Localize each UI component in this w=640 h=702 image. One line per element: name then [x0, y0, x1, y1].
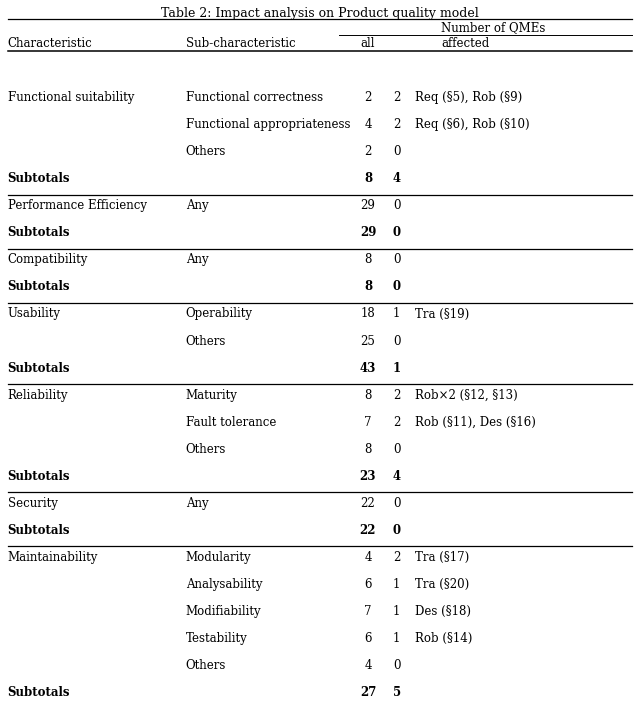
- Text: 2: 2: [393, 91, 401, 105]
- Text: 6: 6: [364, 632, 372, 645]
- Text: Number of QMEs: Number of QMEs: [440, 21, 545, 34]
- Text: Characteristic: Characteristic: [8, 37, 92, 50]
- Text: Subtotals: Subtotals: [8, 226, 70, 239]
- Text: 8: 8: [364, 253, 372, 267]
- Text: Others: Others: [186, 658, 226, 672]
- Text: 4: 4: [364, 118, 372, 131]
- Text: Subtotals: Subtotals: [8, 524, 70, 537]
- Text: 6: 6: [364, 578, 372, 591]
- Text: Testability: Testability: [186, 632, 247, 645]
- Text: 0: 0: [393, 496, 401, 510]
- Text: Any: Any: [186, 496, 208, 510]
- Text: Subtotals: Subtotals: [8, 686, 70, 699]
- Text: 0: 0: [393, 658, 401, 672]
- Text: 0: 0: [393, 524, 401, 537]
- Text: Tra (§17): Tra (§17): [415, 550, 469, 564]
- Text: Subtotals: Subtotals: [8, 362, 70, 375]
- Text: Functional suitability: Functional suitability: [8, 91, 134, 105]
- Text: Others: Others: [186, 442, 226, 456]
- Text: Req (§5), Rob (§9): Req (§5), Rob (§9): [415, 91, 522, 105]
- Text: Modifiability: Modifiability: [186, 604, 261, 618]
- Text: 1: 1: [393, 307, 401, 321]
- Text: Tra (§19): Tra (§19): [415, 307, 469, 321]
- Text: 2: 2: [364, 145, 372, 159]
- Text: Functional appropriateness: Functional appropriateness: [186, 118, 350, 131]
- Text: 18: 18: [360, 307, 376, 321]
- Text: Rob (§11), Des (§16): Rob (§11), Des (§16): [415, 416, 536, 429]
- Text: 23: 23: [360, 470, 376, 483]
- Text: Subtotals: Subtotals: [8, 280, 70, 293]
- Text: affected: affected: [442, 37, 490, 50]
- Text: Operability: Operability: [186, 307, 253, 321]
- Text: Subtotals: Subtotals: [8, 470, 70, 483]
- Text: 1: 1: [393, 632, 401, 645]
- Text: 0: 0: [393, 334, 401, 347]
- Text: 1: 1: [393, 362, 401, 375]
- Text: 0: 0: [393, 226, 401, 239]
- Text: 0: 0: [393, 145, 401, 159]
- Text: Maturity: Maturity: [186, 388, 237, 402]
- Text: 8: 8: [364, 388, 372, 402]
- Text: 5: 5: [393, 686, 401, 699]
- Text: 0: 0: [393, 442, 401, 456]
- Text: Usability: Usability: [8, 307, 61, 321]
- Text: Sub-characteristic: Sub-characteristic: [186, 37, 295, 50]
- Text: 2: 2: [393, 388, 401, 402]
- Text: Others: Others: [186, 334, 226, 347]
- Text: 7: 7: [364, 416, 372, 429]
- Text: 2: 2: [393, 550, 401, 564]
- Text: 4: 4: [364, 658, 372, 672]
- Text: 4: 4: [364, 550, 372, 564]
- Text: Modularity: Modularity: [186, 550, 252, 564]
- Text: Others: Others: [186, 145, 226, 159]
- Text: Functional correctness: Functional correctness: [186, 91, 323, 105]
- Text: Any: Any: [186, 253, 208, 267]
- Text: 29: 29: [360, 199, 376, 213]
- Text: 27: 27: [360, 686, 376, 699]
- Text: 8: 8: [364, 280, 372, 293]
- Text: 1: 1: [393, 604, 401, 618]
- Text: Compatibility: Compatibility: [8, 253, 88, 267]
- Text: Performance Efficiency: Performance Efficiency: [8, 199, 147, 213]
- Text: Req (§6), Rob (§10): Req (§6), Rob (§10): [415, 118, 529, 131]
- Text: Fault tolerance: Fault tolerance: [186, 416, 276, 429]
- Text: 22: 22: [360, 496, 376, 510]
- Text: Rob (§14): Rob (§14): [415, 632, 472, 645]
- Text: Any: Any: [186, 199, 208, 213]
- Text: Security: Security: [8, 496, 58, 510]
- Text: Subtotals: Subtotals: [8, 172, 70, 185]
- Text: Rob×2 (§12, §13): Rob×2 (§12, §13): [415, 388, 518, 402]
- Text: 22: 22: [360, 524, 376, 537]
- Text: 0: 0: [393, 199, 401, 213]
- Text: Table 2: Impact analysis on Product quality model: Table 2: Impact analysis on Product qual…: [161, 7, 479, 20]
- Text: 29: 29: [360, 226, 376, 239]
- Text: 8: 8: [364, 172, 372, 185]
- Text: Des (§18): Des (§18): [415, 604, 471, 618]
- Text: 1: 1: [393, 578, 401, 591]
- Text: Analysability: Analysability: [186, 578, 262, 591]
- Text: all: all: [361, 37, 375, 50]
- Text: 8: 8: [364, 442, 372, 456]
- Text: 2: 2: [393, 416, 401, 429]
- Text: Reliability: Reliability: [8, 388, 68, 402]
- Text: 25: 25: [360, 334, 376, 347]
- Text: 43: 43: [360, 362, 376, 375]
- Text: Maintainability: Maintainability: [8, 550, 98, 564]
- Text: 4: 4: [393, 172, 401, 185]
- Text: 4: 4: [393, 470, 401, 483]
- Text: 2: 2: [364, 91, 372, 105]
- Text: 0: 0: [393, 253, 401, 267]
- Text: Tra (§20): Tra (§20): [415, 578, 469, 591]
- Text: 7: 7: [364, 604, 372, 618]
- Text: 0: 0: [393, 280, 401, 293]
- Text: 2: 2: [393, 118, 401, 131]
